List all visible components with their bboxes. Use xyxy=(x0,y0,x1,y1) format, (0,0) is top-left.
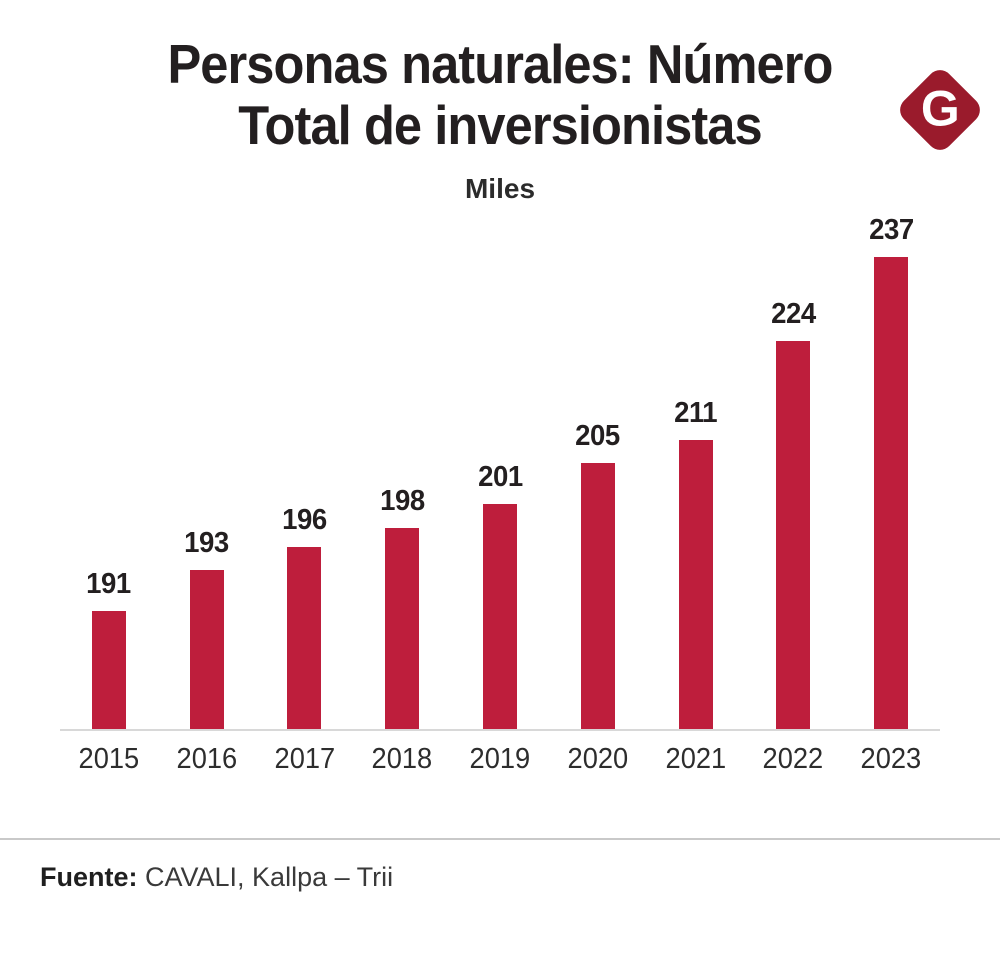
x-axis-label-2022: 2022 xyxy=(763,743,824,775)
bar-value-label: 193 xyxy=(184,527,229,559)
bar-value-label: 205 xyxy=(575,420,621,452)
bar-2015 xyxy=(91,611,126,729)
bar-2022 xyxy=(776,341,811,729)
header: Personas naturales: Número Total de inve… xyxy=(0,34,1000,156)
bar-value-label: 198 xyxy=(379,485,425,517)
footer: Fuente: CAVALI, Kallpa – Trii xyxy=(0,838,1000,893)
bar-column: 193 xyxy=(158,527,256,729)
page-title: Personas naturales: Número Total de inve… xyxy=(70,34,930,155)
bar-column: 191 xyxy=(60,568,158,729)
bar-column: 196 xyxy=(256,504,354,729)
x-axis-label-2020: 2020 xyxy=(567,743,629,775)
bar-column: 224 xyxy=(744,298,842,729)
source-label: Fuente: xyxy=(40,862,138,892)
logo-diamond-icon: G xyxy=(894,64,986,156)
source-text: CAVALI, Kallpa – Trii xyxy=(145,862,394,892)
bar-chart: 191 193 196 198 201 205 211 224 237 2015 2016 2017… xyxy=(60,214,940,776)
bar-value-label: 224 xyxy=(771,298,816,330)
bar-2023 xyxy=(874,257,909,729)
source-line: Fuente: CAVALI, Kallpa – Trii xyxy=(40,862,1000,893)
x-axis-label-2017: 2017 xyxy=(274,743,335,775)
bar-2021 xyxy=(678,440,713,729)
bar-column: 205 xyxy=(549,420,647,729)
bar-value-label: 196 xyxy=(282,504,327,536)
bar-2019 xyxy=(483,504,518,729)
bar-columns: 191 193 196 198 201 205 211 224 237 xyxy=(60,214,940,729)
bar-column: 211 xyxy=(647,397,745,729)
x-axis-label-2023: 2023 xyxy=(860,743,922,775)
bar-value-label: 201 xyxy=(477,461,523,493)
x-axis-label-2021: 2021 xyxy=(665,743,726,775)
infographic-page: Personas naturales: Número Total de inve… xyxy=(0,34,1000,893)
x-axis-label-2015: 2015 xyxy=(78,743,140,775)
x-axis-label-2016: 2016 xyxy=(176,743,237,775)
bar-value-label: 211 xyxy=(674,397,718,429)
bar-2016 xyxy=(189,570,224,729)
gestion-logo: G xyxy=(890,60,990,160)
x-axis-labels: 2015 2016 2017 2018 2019 2020 2021 2022 2023 xyxy=(60,743,940,776)
bar-column: 237 xyxy=(842,214,940,729)
title-line-2: Total de inversionistas xyxy=(238,93,762,156)
chart-unit-label: Miles xyxy=(464,173,536,204)
bar-value-label: 191 xyxy=(86,568,132,600)
logo-letter: G xyxy=(920,80,960,136)
x-axis-line xyxy=(60,729,940,731)
title-line-1: Personas naturales: Número xyxy=(167,33,833,95)
x-axis-label-2018: 2018 xyxy=(371,743,433,775)
x-axis-label-2019: 2019 xyxy=(469,743,531,775)
bar-value-label: 237 xyxy=(868,214,914,246)
bar-2020 xyxy=(580,463,615,729)
bar-column: 201 xyxy=(451,461,549,729)
footer-divider xyxy=(0,838,1000,840)
bar-2018 xyxy=(385,528,420,729)
bar-2017 xyxy=(287,547,322,729)
bar-column: 198 xyxy=(353,485,451,729)
